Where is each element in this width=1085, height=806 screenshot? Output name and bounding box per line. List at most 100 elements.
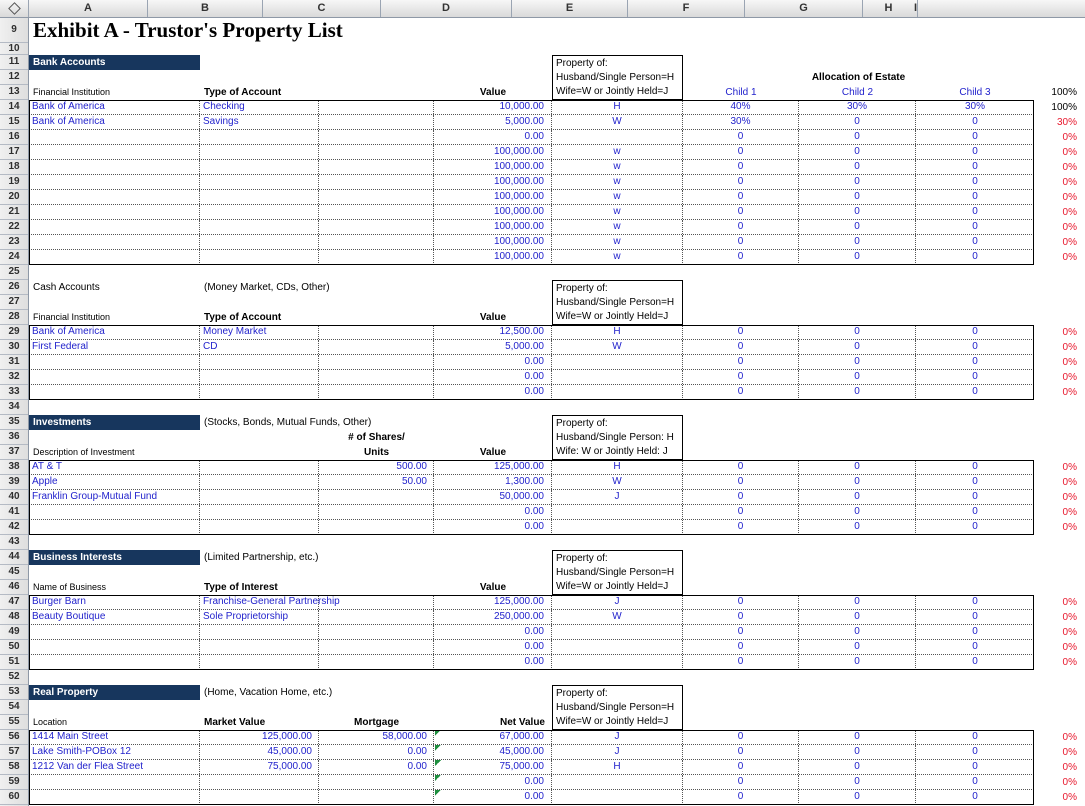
cell-child-3[interactable]: 0 [972,776,978,787]
cell-child-2[interactable]: 0 [799,220,916,234]
cell-value[interactable]: 100,000.00 [434,160,552,174]
column-header-cell[interactable]: A [29,0,148,17]
cell-value[interactable]: 5,000.00 [434,340,552,354]
cell-child-2[interactable]: 0 [799,595,916,609]
cell-blank[interactable] [319,595,434,609]
cell-units[interactable] [319,490,434,504]
row-number-cell[interactable]: 55 [0,715,28,730]
row-number-cell[interactable]: 37 [0,445,28,460]
cell-child-1[interactable]: 30% [683,115,799,129]
cell-child-3[interactable]: 0 [972,641,978,652]
row-number-cell[interactable]: 41 [0,505,28,520]
cell-property-of[interactable]: w [552,220,683,234]
cell-value[interactable]: 125,000.00 [434,460,552,474]
cell-child-2[interactable]: 0 [799,775,916,789]
cell-property-of[interactable]: W [552,610,683,624]
cell-child-3[interactable]: 0 [972,206,978,217]
cell-interest-type[interactable] [200,655,319,670]
row-number-cell[interactable]: 45 [0,565,28,580]
cell-description[interactable]: AT & T [29,460,200,474]
cell-value[interactable]: 100,000.00 [434,235,552,249]
cell-child-2[interactable]: 0 [799,655,916,670]
cell-blank[interactable] [319,325,434,339]
cell-child-2[interactable]: 0 [799,760,916,774]
cell-property-of[interactable] [552,385,683,400]
cell-value[interactable]: 0.00 [434,385,552,400]
col-header-net-value[interactable]: Net Value [499,717,545,728]
section-title-business-interests[interactable]: Business Interests [29,550,200,565]
cell-account-type[interactable]: Savings [200,115,319,129]
cell-child-1[interactable]: 0 [683,790,799,805]
cell-child-2[interactable]: 0 [799,790,916,805]
cell-value[interactable]: 10,000.00 [434,100,552,114]
cell-blank[interactable] [319,130,434,144]
row-number-cell[interactable]: 53 [0,685,28,700]
cell-child-2[interactable]: 0 [799,730,916,744]
cell-account-type[interactable]: Money Market [200,325,319,339]
cell-value[interactable]: 0.00 [434,130,552,144]
cell-child-1[interactable]: 0 [683,160,799,174]
cell-child-3[interactable]: 0 [972,371,978,382]
cell-interest-type[interactable] [200,640,319,654]
estate-total-percent[interactable]: 0% [1062,342,1077,353]
cell-value[interactable]: 250,000.00 [434,610,552,624]
cell-account-type[interactable] [200,385,319,400]
column-header-cell[interactable]: B [148,0,263,17]
row-number-cell[interactable]: 10 [0,43,28,55]
estate-total-percent[interactable]: 0% [1062,612,1077,623]
cell-blank[interactable] [319,370,434,384]
row-number-cell[interactable]: 42 [0,520,28,535]
child-2-header[interactable]: Child 2 [841,87,874,98]
row-number-cell[interactable]: 12 [0,70,28,85]
cell-description[interactable]: Apple [29,475,200,489]
cell-child-2[interactable]: 0 [799,610,916,624]
cell-description[interactable]: Franklin Group-Mutual Fund [29,490,200,504]
row-number-cell[interactable]: 27 [0,295,28,310]
cell-child-3[interactable]: 0 [972,506,978,517]
cell-child-1[interactable]: 0 [683,190,799,204]
cell-net-value[interactable]: 67,000.00 [434,730,552,744]
col-header-financial-institution[interactable]: Financial Institution [33,87,111,97]
page-title[interactable]: Exhibit A - Trustor's Property List [33,18,343,42]
property-of-legend-business[interactable]: Property of: Husband/Single Person=H Wif… [552,550,683,595]
cell-value[interactable]: 0.00 [434,505,552,519]
cell-property-of[interactable] [552,505,683,519]
cell-property-of[interactable]: H [552,460,683,474]
cell-account-type[interactable] [200,205,319,219]
row-number-cell[interactable]: 11 [0,55,28,70]
cell-value[interactable]: 0.00 [434,355,552,369]
cell-institution[interactable]: Bank of America [29,100,200,114]
cell-blank[interactable] [319,610,434,624]
allocation-of-estate-header[interactable]: Allocation of Estate [811,72,906,83]
cell-child-3[interactable]: 0 [972,236,978,247]
cell-property-of[interactable]: J [552,595,683,609]
cell-market-value[interactable]: 125,000.00 [200,730,319,744]
column-header-cell[interactable]: D [381,0,512,17]
cell-property-of[interactable]: w [552,250,683,265]
cell-child-3[interactable]: 0 [972,341,978,352]
cell-business-name[interactable] [29,625,200,639]
cell-interest-type[interactable]: Sole Proprietorship [200,610,319,624]
row-number-cell[interactable]: 44 [0,550,28,565]
estate-total-percent[interactable]: 0% [1062,132,1077,143]
cell-property-of[interactable]: w [552,145,683,159]
row-number-cell[interactable]: 40 [0,490,28,505]
estate-total-percent[interactable]: 0% [1062,237,1077,248]
cell-child-3[interactable]: 0 [972,116,978,127]
row-number-cell[interactable]: 18 [0,160,28,175]
row-number-cell[interactable]: 24 [0,250,28,265]
cell-child-2[interactable]: 0 [799,745,916,759]
cell-blank[interactable] [200,490,319,504]
cell-value[interactable]: 0.00 [434,625,552,639]
cell-property-of[interactable] [552,520,683,535]
cell-property-of[interactable]: H [552,760,683,774]
cell-child-1[interactable]: 0 [683,745,799,759]
cell-net-value[interactable]: 0.00 [434,775,552,789]
cell-net-value[interactable]: 45,000.00 [434,745,552,759]
cell-account-type[interactable] [200,190,319,204]
row-number-cell[interactable]: 49 [0,625,28,640]
column-header-cell[interactable]: E [512,0,628,17]
row-number-cell[interactable]: 28 [0,310,28,325]
cell-value[interactable]: 100,000.00 [434,205,552,219]
col-header-type-of-account[interactable]: Type of Account [204,87,282,98]
